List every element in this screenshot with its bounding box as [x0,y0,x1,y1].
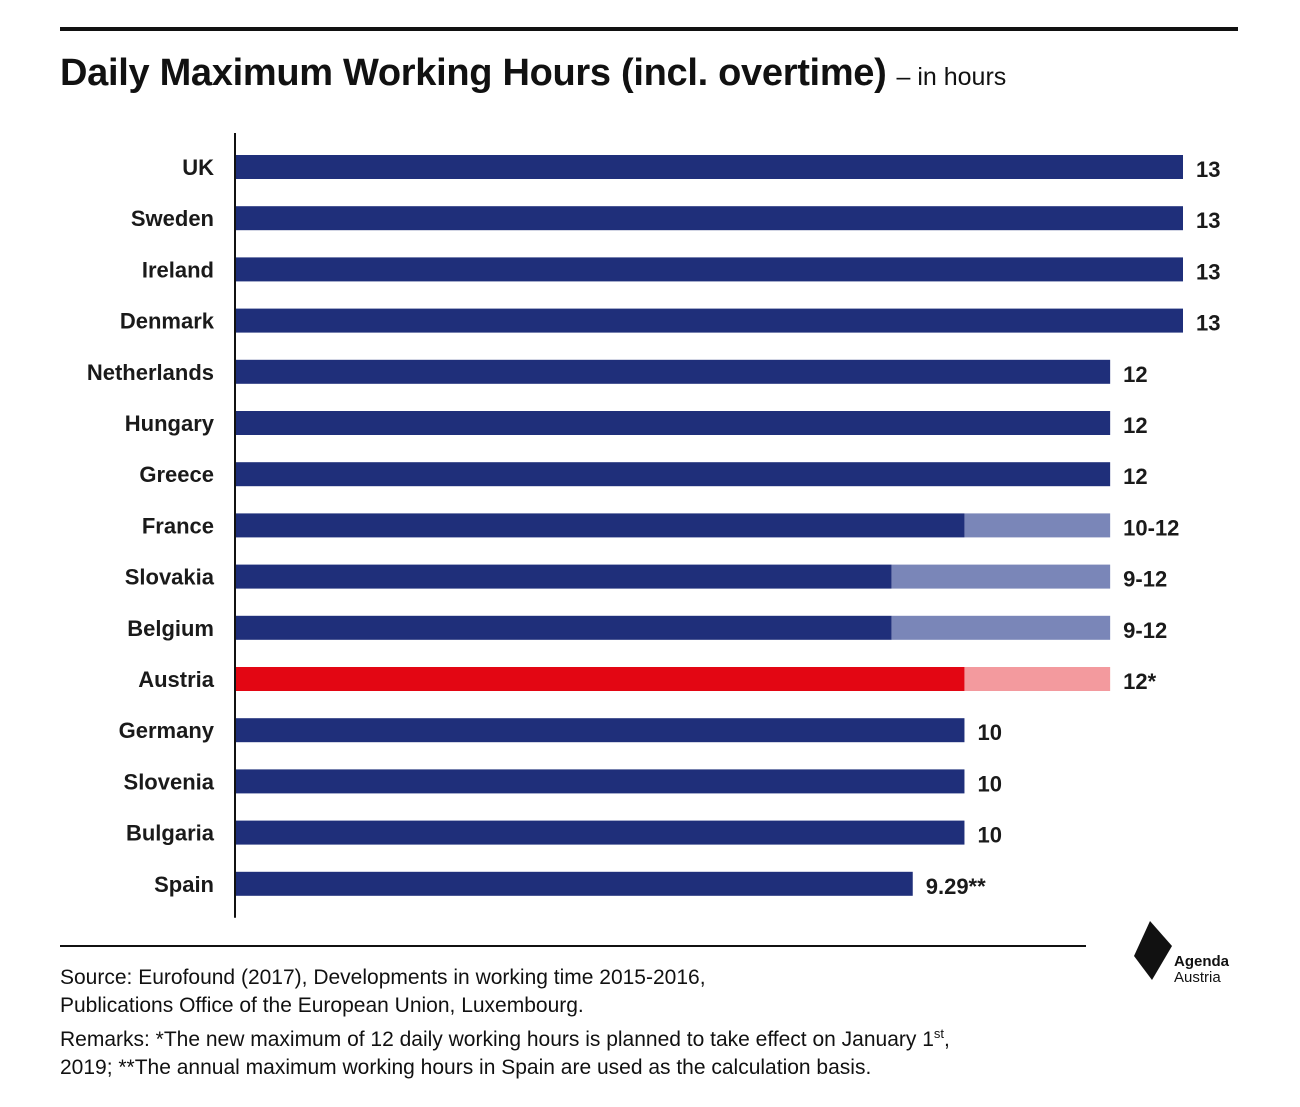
chart-title: Daily Maximum Working Hours (incl. overt… [60,52,887,94]
bar-slovenia [236,769,965,794]
bar-range-slovakia [891,564,1111,589]
category-label-bulgaria: Bulgaria [126,821,215,846]
bar-slovakia [236,564,892,589]
category-label-slovenia: Slovenia [124,769,215,794]
value-label-germany: 10 [977,720,1001,745]
category-label-france: France [142,513,214,538]
bar-france [236,513,965,538]
category-label-denmark: Denmark [120,309,215,334]
category-label-greece: Greece [139,462,214,487]
logo-line-2: Austria [1174,969,1221,986]
category-label-belgium: Belgium [127,616,214,641]
value-label-slovenia: 10 [977,771,1001,796]
value-label-france: 10-12 [1123,515,1179,540]
agenda-austria-logo: Agenda Austria [1130,918,1250,988]
bar-range-belgium [891,615,1111,640]
category-label-germany: Germany [119,718,215,743]
value-label-netherlands: 12 [1123,362,1147,387]
footer: Source: Eurofound (2017), Developments i… [60,964,1160,1082]
category-label-netherlands: Netherlands [87,360,214,385]
value-label-denmark: 13 [1196,311,1220,336]
value-label-sweden: 13 [1196,208,1220,233]
logo-text: Agenda Austria [1174,954,1229,986]
value-label-bulgaria: 10 [977,823,1001,848]
value-label-uk: 13 [1196,157,1220,182]
bar-uk [236,155,1183,179]
category-label-hungary: Hungary [125,411,215,436]
chart-title-block: Daily Maximum Working Hours (incl. overt… [60,52,1006,95]
bar-bulgaria [236,820,965,845]
source-line-2: Publications Office of the European Unio… [60,994,584,1017]
bar-austria [236,667,965,691]
bar-denmark [236,308,1183,333]
bar-germany [236,718,965,743]
value-label-austria: 12* [1123,669,1156,694]
bars-group [236,155,1183,896]
bar-chart: UK Sweden Ireland Denmark Netherlands Hungary… [87,133,1221,918]
logo-line-1: Agenda [1174,953,1230,970]
remarks-line-1-text: Remarks: *The new maximum of 12 daily wo… [60,1028,934,1051]
value-labels-group: 13 13 13 13 12 12 12 10-12 9-12 9-12 12* 10 10 10 9.29… [926,157,1221,899]
agenda-austria-logo-icon [1134,921,1172,980]
category-label-uk: UK [182,155,214,180]
bar-ireland [236,257,1183,282]
value-label-ireland: 13 [1196,259,1220,284]
bar-range-france [964,513,1111,538]
remarks-line-1: Remarks: *The new maximum of 12 daily wo… [60,1020,1160,1054]
category-label-ireland: Ireland [142,257,214,282]
value-label-spain: 9.29** [926,874,986,899]
bar-hungary [236,411,1111,435]
bar-belgium [236,615,892,640]
chart-subtitle: – in hours [896,63,1007,91]
category-label-austria: Austria [138,667,215,692]
bar-greece [236,462,1111,487]
bottom-rule [60,945,1086,947]
category-labels-group: UK Sweden Ireland Denmark Netherlands Hungary… [87,155,215,897]
remarks-line-2: 2019; **The annual maximum working hours… [60,1056,872,1079]
remarks-line-1-end: , [944,1028,950,1051]
value-label-slovakia: 9-12 [1123,567,1167,592]
top-rule [60,27,1238,31]
value-label-belgium: 9-12 [1123,618,1167,643]
category-label-sweden: Sweden [131,206,214,231]
bar-range-austria [964,667,1111,691]
remarks-superscript: st [933,1026,945,1041]
value-label-hungary: 12 [1123,413,1147,438]
bar-spain [236,871,913,896]
value-label-greece: 12 [1123,464,1147,489]
bar-netherlands [236,359,1111,384]
category-label-spain: Spain [154,872,214,897]
bar-sweden [236,206,1183,231]
category-label-slovakia: Slovakia [125,565,215,590]
source-line-1: Source: Eurofound (2017), Developments i… [60,966,706,989]
